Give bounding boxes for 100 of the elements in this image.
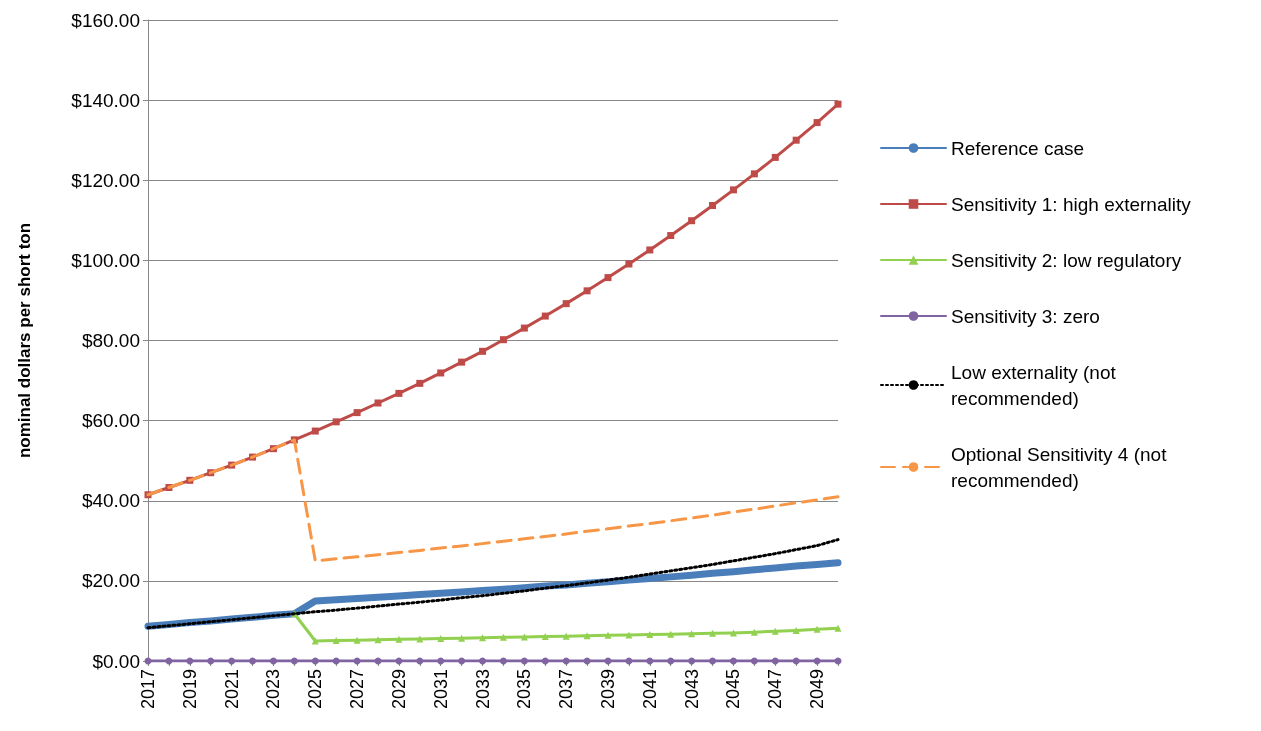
point — [792, 657, 800, 665]
point — [709, 629, 717, 637]
point — [541, 312, 549, 320]
point — [750, 657, 758, 665]
point — [604, 274, 612, 282]
x-tick-label: 2023 — [263, 669, 284, 710]
point — [458, 657, 466, 665]
y-tick-label: $40.00 — [81, 490, 140, 512]
point — [437, 369, 445, 377]
x-tick-label: 2025 — [305, 669, 326, 710]
y-tick-label: $80.00 — [81, 330, 140, 351]
y-axis-title: nominal dollars per short ton — [15, 222, 34, 459]
point — [834, 624, 842, 632]
point — [520, 657, 528, 665]
point — [792, 136, 800, 144]
x-tick-label: 2039 — [598, 669, 618, 710]
point — [771, 153, 779, 161]
y-tick-label: $160.00 — [71, 9, 140, 31]
y-tick-label: $60.00 — [81, 410, 140, 432]
point — [311, 427, 319, 435]
point — [562, 632, 570, 640]
point — [813, 119, 821, 127]
point — [729, 657, 737, 665]
point — [583, 287, 591, 295]
x-tick-label: 2027 — [347, 669, 368, 710]
x-tick-label: 2037 — [556, 669, 577, 710]
y-tick-label: $100.00 — [71, 249, 140, 271]
point — [458, 358, 466, 366]
x-tick-label: 2019 — [179, 669, 200, 710]
point — [834, 100, 842, 108]
y-tick-label: $120.00 — [71, 169, 140, 191]
point — [667, 657, 675, 665]
x-tick-label: 2043 — [681, 669, 702, 710]
point — [499, 657, 507, 665]
point — [646, 631, 654, 639]
legend-label: Sensitivity 3: zero — [951, 305, 1100, 327]
point — [458, 634, 466, 642]
point — [186, 657, 194, 665]
x-tick-label: 2031 — [430, 669, 451, 710]
x-tick-label: 2047 — [765, 669, 786, 710]
point — [667, 232, 675, 240]
line-series — [146, 438, 840, 563]
point — [416, 657, 424, 665]
point — [269, 657, 277, 665]
legend-label: Sensitivity 1: high externality — [951, 193, 1192, 215]
point — [771, 627, 779, 635]
point — [709, 657, 717, 665]
x-tick-label: 2049 — [807, 669, 828, 710]
legend-label: Low externality (not recommended) — [951, 361, 1122, 409]
point — [332, 418, 340, 426]
point — [332, 657, 340, 665]
point — [499, 336, 507, 344]
point — [395, 389, 403, 397]
x-tick-label: 2017 — [138, 669, 158, 710]
point — [562, 657, 570, 665]
point — [688, 217, 696, 225]
point — [416, 379, 424, 387]
point — [625, 260, 633, 268]
point — [207, 657, 215, 665]
legend-label: Sensitivity 2: low regulatory — [951, 249, 1182, 271]
point — [750, 170, 758, 178]
point — [499, 633, 507, 641]
point — [228, 657, 236, 665]
x-tick-label: 2035 — [514, 669, 535, 710]
point — [646, 657, 654, 665]
point — [249, 657, 257, 665]
point — [437, 657, 445, 665]
point — [311, 657, 319, 665]
point — [290, 657, 298, 665]
point — [583, 632, 591, 640]
point — [813, 625, 821, 633]
y-tick-label: $140.00 — [71, 89, 140, 111]
y-tick-label: $20.00 — [81, 570, 140, 592]
point — [541, 657, 549, 665]
point — [374, 636, 382, 644]
point — [479, 657, 487, 665]
point — [604, 631, 612, 639]
point — [479, 634, 487, 642]
point — [479, 347, 487, 355]
point — [688, 657, 696, 665]
x-tick-label: 2021 — [221, 669, 242, 710]
point — [750, 628, 758, 636]
point — [771, 657, 779, 665]
y-tick-label: $0.00 — [92, 650, 140, 672]
point — [520, 324, 528, 332]
point — [562, 300, 570, 308]
point — [332, 637, 340, 645]
x-tick-label: 2033 — [472, 669, 493, 710]
point — [395, 635, 403, 643]
point — [729, 186, 737, 194]
x-tick-label: 2041 — [639, 669, 660, 710]
point — [646, 246, 654, 254]
legend-label: Optional Sensitivity 4 (not recommended) — [951, 443, 1172, 491]
point — [353, 636, 361, 644]
point — [792, 627, 800, 635]
line-series — [146, 538, 840, 630]
legend-label: Reference case — [951, 137, 1085, 159]
x-tick-label: 2045 — [723, 669, 744, 710]
x-tick-label: 2029 — [388, 669, 409, 710]
point — [353, 409, 361, 417]
